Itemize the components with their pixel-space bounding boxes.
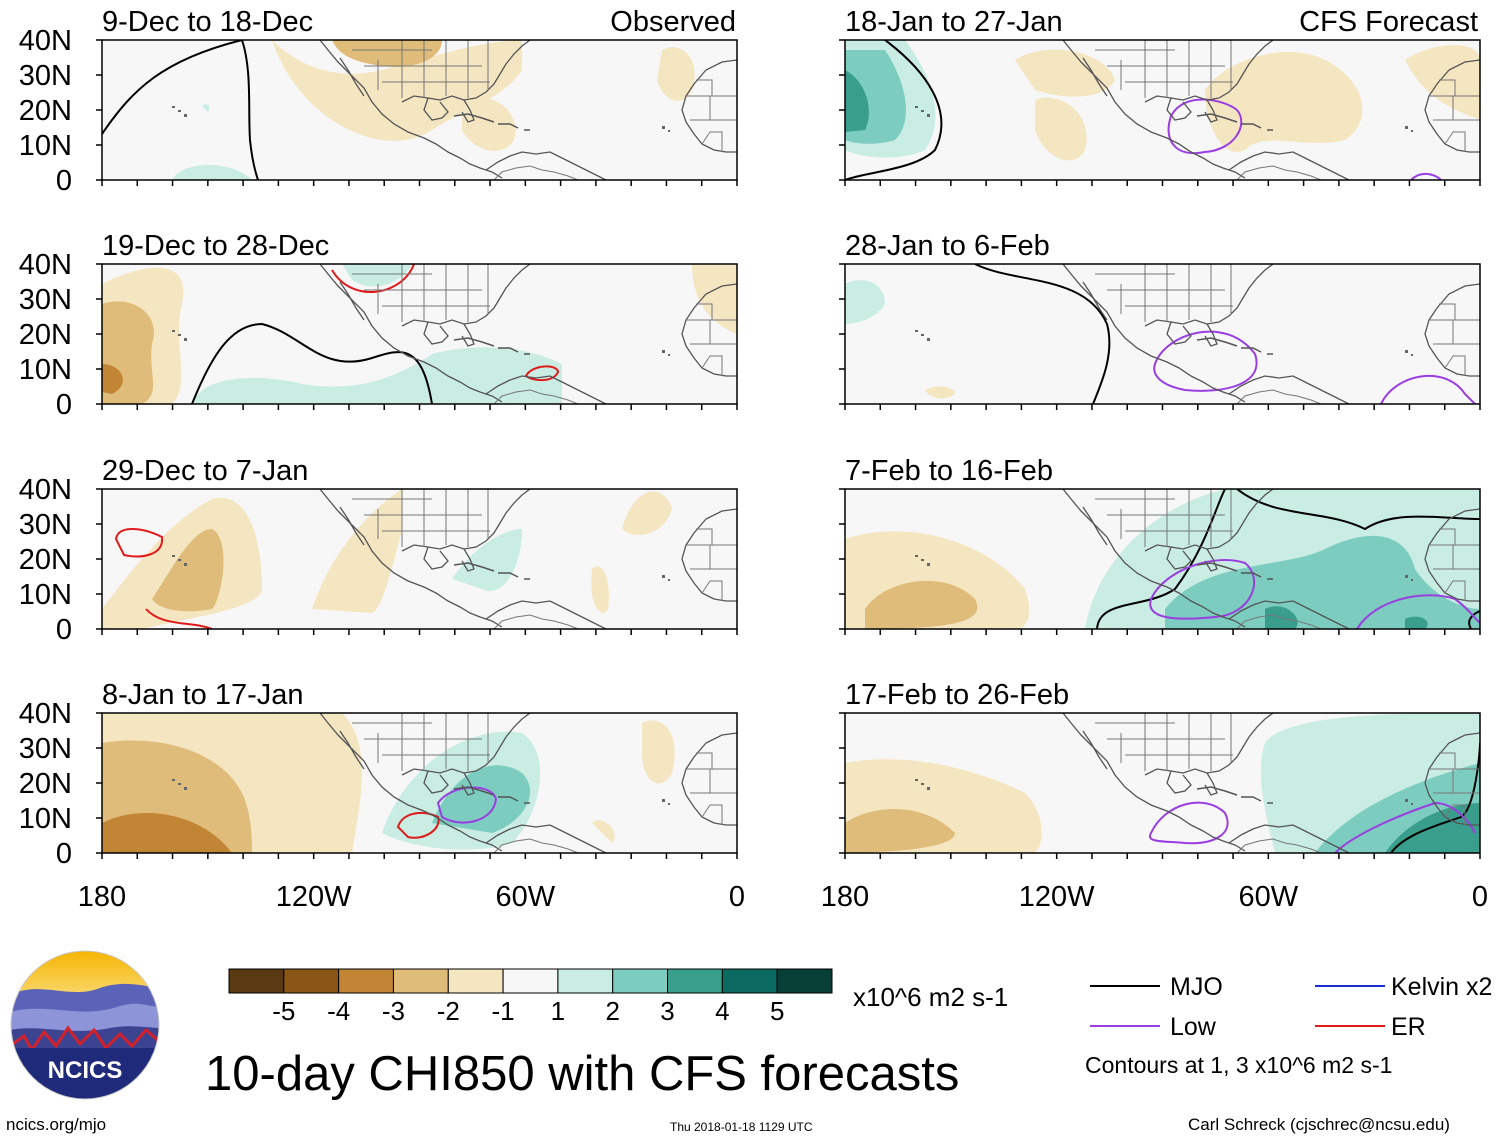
lat-tick-label: 10N — [19, 130, 72, 162]
colorbar-label: -1 — [492, 996, 515, 1026]
lat-tick-label: 30N — [19, 733, 72, 765]
legend-kelvin: Kelvin x2 — [1391, 973, 1492, 1001]
colorbar-label: 2 — [605, 996, 619, 1026]
lat-tick-label: 0 — [56, 389, 72, 421]
map-panel — [101, 712, 738, 854]
lat-tick-label: 40N — [19, 25, 72, 57]
lat-tick-label: 0 — [56, 838, 72, 870]
lat-tick-label: 40N — [19, 249, 72, 281]
map-panel — [844, 263, 1481, 405]
lat-tick-label: 20N — [19, 319, 72, 351]
colorbar-swatch — [283, 968, 340, 994]
colorbar-swatch — [557, 968, 614, 994]
contour-note: Contours at 1, 3 x10^6 m2 s-1 — [1085, 1052, 1392, 1078]
colorbar-swatch — [721, 968, 778, 994]
panel-title: 18-Jan to 27-Jan — [845, 6, 1063, 38]
colorbar-swatch — [612, 968, 669, 994]
lat-tick-label: 0 — [56, 614, 72, 646]
colorbar-swatch — [228, 968, 285, 994]
contour-legend: MJO Kelvin x2 Low ER Contours at 1, 3 x1… — [1085, 973, 1492, 1078]
lat-tick-label: 40N — [19, 698, 72, 730]
map-panel — [844, 488, 1481, 630]
panel-title: 17-Feb to 26-Feb — [845, 679, 1069, 711]
lat-tick-label: 10N — [19, 803, 72, 835]
colorbar-swatch — [392, 968, 449, 994]
panel-title: 7-Feb to 16-Feb — [845, 455, 1053, 487]
panel-title: 19-Dec to 28-Dec — [102, 230, 329, 262]
colorbar-label: 4 — [715, 996, 729, 1026]
colorbar-swatch — [502, 968, 559, 994]
legend-er: ER — [1391, 1013, 1426, 1041]
colorbar: -5 -4 -3 -2 -1 1 2 3 4 5 — [228, 968, 833, 1026]
lon-tick-label: 0 — [729, 881, 745, 913]
footer-url[interactable]: ncics.org/mjo — [6, 1115, 107, 1134]
map-grid: 40N30N20N10N040N30N20N10N040N30N20N10N04… — [19, 6, 1488, 913]
colorbar-label: -3 — [382, 996, 405, 1026]
panel-title: 8-Jan to 17-Jan — [102, 679, 304, 711]
lat-tick-label: 30N — [19, 60, 72, 92]
logo-text: NCICS — [48, 1057, 123, 1084]
footer-timestamp: Thu 2018-01-18 1129 UTC — [670, 1120, 813, 1134]
lat-tick-label: 30N — [19, 509, 72, 541]
colorbar-units: x10^6 m2 s-1 — [853, 982, 1009, 1012]
map-panel — [844, 39, 1481, 181]
colorbar-label: 3 — [660, 996, 674, 1026]
legend-mjo: MJO — [1170, 973, 1223, 1001]
panel-title: 28-Jan to 6-Feb — [845, 230, 1050, 262]
colorbar-label: -4 — [327, 996, 350, 1026]
lat-tick-label: 20N — [19, 95, 72, 127]
map-panel — [844, 712, 1481, 854]
lon-tick-label: 120W — [1019, 881, 1095, 913]
lat-tick-label: 40N — [19, 474, 72, 506]
lon-tick-label: 60W — [496, 881, 556, 913]
map-panel — [101, 39, 738, 181]
ncics-logo: NCICS — [10, 950, 160, 1100]
colorbar-swatch — [338, 968, 394, 994]
lat-tick-label: 30N — [19, 284, 72, 316]
colorbar-label: -2 — [437, 996, 460, 1026]
lat-tick-label: 10N — [19, 579, 72, 611]
colorbar-label: 1 — [551, 996, 565, 1026]
panel-title: 29-Dec to 7-Jan — [102, 455, 308, 487]
colorbar-label: 5 — [770, 996, 784, 1026]
forecast-label: CFS Forecast — [1299, 6, 1478, 38]
colorbar-label: -5 — [272, 996, 295, 1026]
legend-low: Low — [1170, 1013, 1217, 1041]
lon-tick-label: 180 — [821, 881, 869, 913]
colorbar-swatch — [447, 968, 504, 994]
lat-tick-label: 20N — [19, 544, 72, 576]
footer-credit: Carl Schreck (cjschrec@ncsu.edu) — [1188, 1115, 1450, 1134]
figure-title: 10-day CHI850 with CFS forecasts — [205, 1047, 960, 1101]
lon-tick-label: 180 — [78, 881, 126, 913]
map-panel — [101, 263, 738, 405]
observed-label: Observed — [610, 6, 736, 38]
panel-title: 9-Dec to 18-Dec — [102, 6, 313, 38]
colorbar-swatch — [776, 968, 833, 994]
lat-tick-label: 10N — [19, 354, 72, 386]
colorbar-swatch — [667, 968, 723, 994]
map-panel — [101, 488, 738, 630]
lon-tick-label: 120W — [276, 881, 352, 913]
lat-tick-label: 20N — [19, 768, 72, 800]
lon-tick-label: 0 — [1472, 881, 1488, 913]
lat-tick-label: 0 — [56, 165, 72, 197]
lon-tick-label: 60W — [1239, 881, 1299, 913]
